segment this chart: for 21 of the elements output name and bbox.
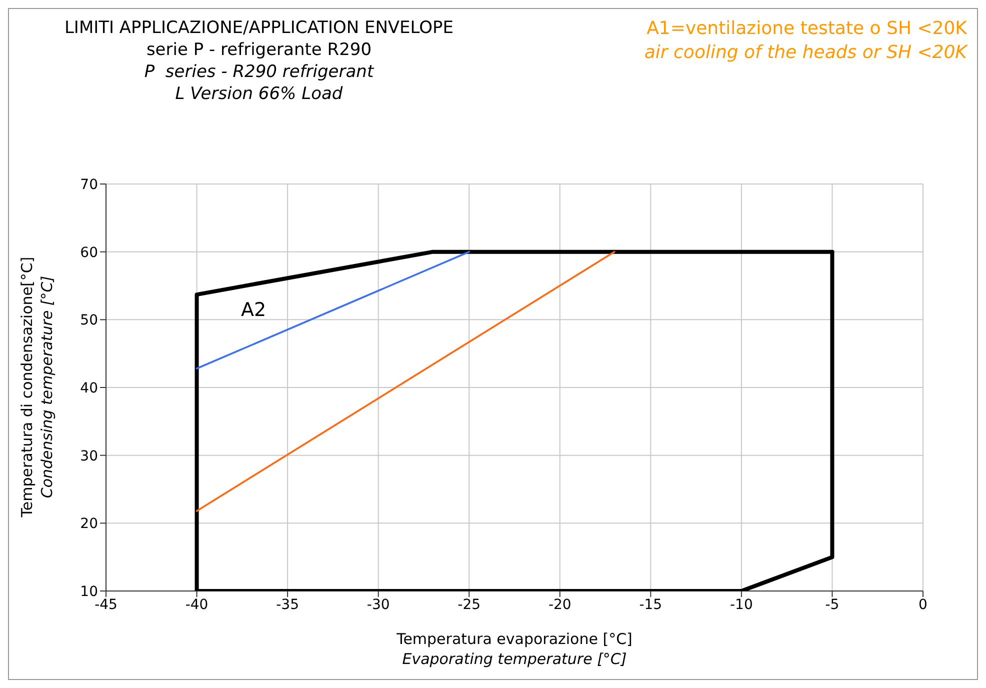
x-tick-label: -20 — [548, 596, 572, 613]
x-tick-label: 0 — [918, 596, 928, 613]
annotation: A2 — [241, 299, 266, 321]
y-tick-label: 40 — [80, 380, 98, 396]
x-tick-label: -10 — [730, 596, 753, 613]
x-tick-label: -25 — [458, 596, 481, 613]
y-tick-label: 50 — [80, 312, 98, 329]
chart-title: LIMITI APPLICAZIONE/APPLICATION ENVELOPE — [63, 17, 455, 39]
x-tick-label: -30 — [366, 596, 390, 613]
x-tick-label: -35 — [276, 596, 299, 613]
y-axis-title: Temperatura di condensazione[°C] Condensing temperature [°C] — [17, 256, 57, 520]
x-tick-label: -15 — [639, 596, 662, 613]
x-axis-title: Temperatura evaporazione [°C] Evaporating temperature [°C] — [396, 629, 634, 669]
x-tick-label: -40 — [185, 596, 208, 613]
chart-subtitle: serie P - refrigerante R290 P series - R290 refrigerant L Version 66% Load — [143, 39, 376, 105]
y-tick-label: 30 — [80, 448, 98, 464]
y-tick-label: 20 — [80, 516, 98, 532]
x-tick-label: -5 — [825, 596, 840, 613]
text: A1=ventilazione testate o SH <20K air cooling of the heads or SH <20K — [643, 17, 967, 65]
y-tick-label: 60 — [80, 244, 98, 261]
y-tick-label: 70 — [80, 176, 98, 193]
